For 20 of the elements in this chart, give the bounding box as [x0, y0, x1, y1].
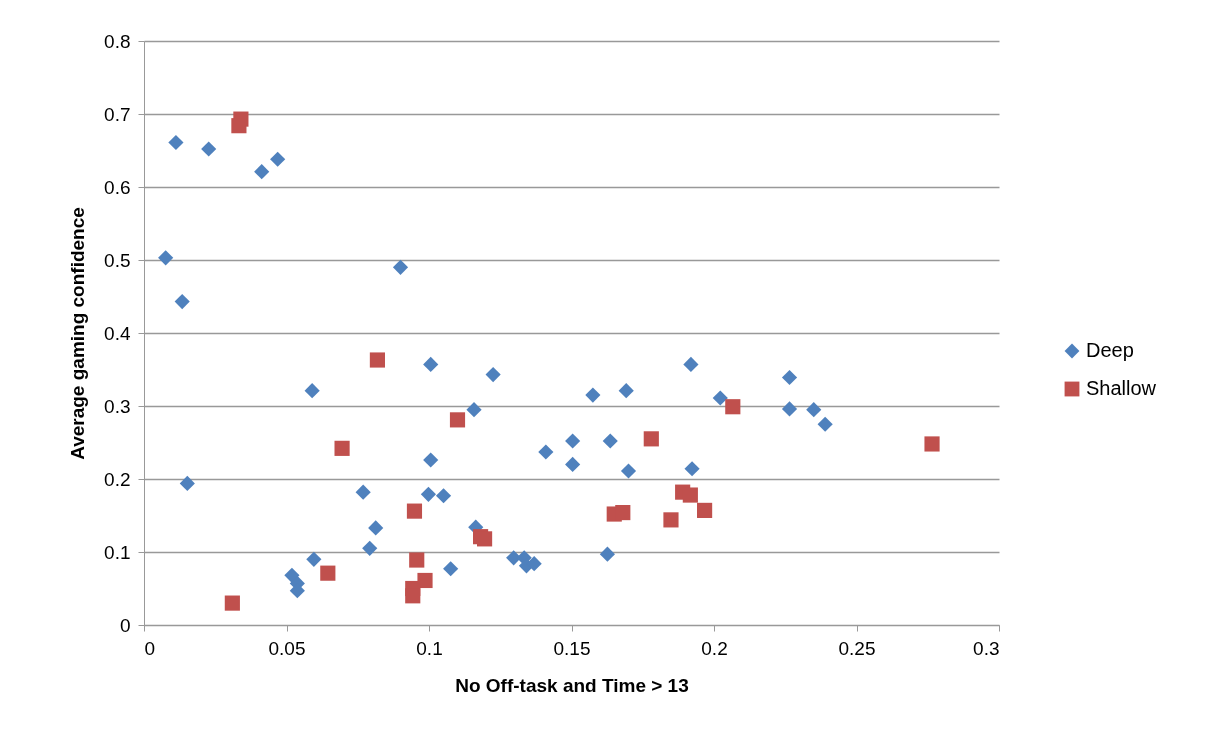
legend-label: Deep	[1086, 339, 1134, 361]
x-axis-title: No Off-task and Time > 13	[455, 674, 689, 696]
y-tick-label: 0.5	[104, 249, 131, 271]
x-tick-label: 0.25	[838, 637, 876, 659]
y-tick-label: 0.2	[104, 468, 131, 490]
y-axis-title: Average gaming confidence	[67, 207, 89, 460]
x-tick-label: 0.05	[268, 637, 306, 659]
y-tick-label: 0.6	[104, 176, 131, 198]
x-tick-label: 0.3	[973, 637, 1000, 659]
x-tick-label: 0.1	[416, 637, 443, 659]
y-tick-label: 0.1	[104, 541, 131, 563]
y-tick-label: 0.3	[104, 395, 131, 417]
legend-label: Shallow	[1086, 377, 1157, 399]
x-tick-label: 0.15	[553, 637, 591, 659]
x-tick-label: 0	[144, 637, 156, 659]
y-tick-label: 0.4	[104, 322, 131, 344]
y-tick-label: 0.7	[104, 103, 131, 125]
y-tick-label: 0	[119, 614, 131, 636]
x-tick-label: 0.2	[701, 637, 728, 659]
y-tick-label: 0.8	[104, 30, 131, 52]
